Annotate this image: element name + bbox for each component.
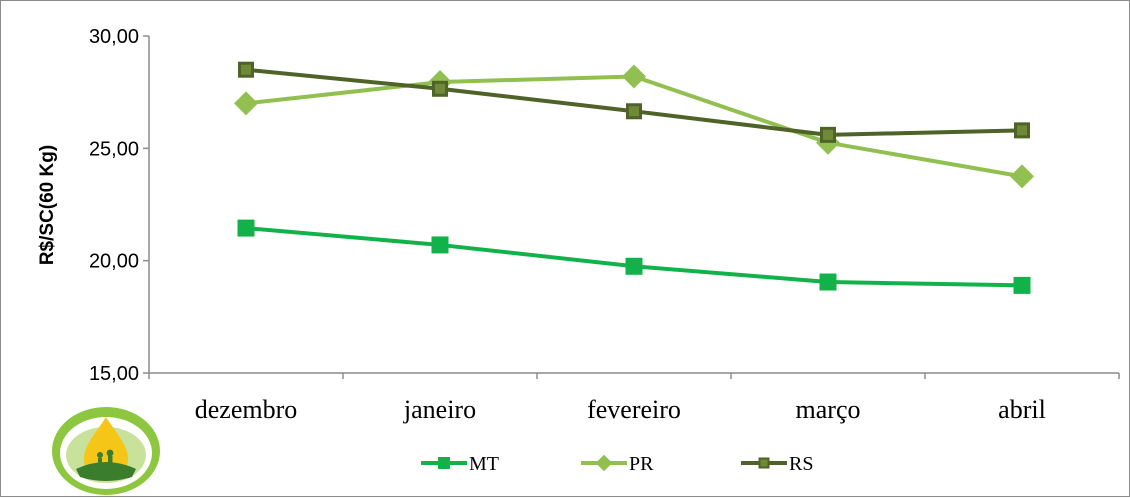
x-tick-label: fevereiro bbox=[587, 395, 681, 424]
data-point-inner bbox=[1017, 125, 1027, 136]
legend-item-pr: PR bbox=[581, 453, 654, 475]
series-mt bbox=[237, 219, 1031, 294]
series-line bbox=[245, 74, 1023, 179]
logo-emblem bbox=[52, 407, 160, 495]
legend-label: RS bbox=[789, 453, 813, 475]
y-tick-label: 25,00 bbox=[89, 138, 139, 160]
y-tick-label: 20,00 bbox=[89, 251, 139, 273]
x-tick-label: março bbox=[796, 395, 861, 424]
y-tick-labels: 15,00 20,00 25,00 30,00 bbox=[89, 26, 149, 385]
data-point-inner bbox=[241, 64, 251, 75]
data-point bbox=[438, 457, 450, 469]
series-line bbox=[245, 226, 1023, 288]
data-point bbox=[622, 64, 646, 89]
data-point bbox=[234, 91, 258, 116]
x-tick-label: janeiro bbox=[403, 395, 476, 424]
x-tick-label: abril bbox=[998, 395, 1046, 424]
data-point bbox=[625, 257, 643, 275]
legend-label: PR bbox=[629, 453, 654, 475]
series-layer bbox=[234, 61, 1034, 294]
series-rs bbox=[238, 61, 1030, 143]
data-point-inner bbox=[823, 129, 833, 140]
data-point bbox=[431, 236, 449, 254]
legend-marker-inner bbox=[760, 459, 768, 467]
data-point bbox=[237, 219, 255, 237]
data-point bbox=[1010, 164, 1034, 189]
x-tick-labels: dezembro janeiro fevereiro março abril bbox=[148, 373, 1120, 424]
data-point-inner bbox=[629, 106, 639, 117]
data-point-inner bbox=[435, 83, 445, 94]
legend-item-rs: RS bbox=[741, 453, 813, 475]
axes bbox=[148, 36, 1119, 374]
data-point bbox=[819, 273, 837, 291]
y-axis-label: R$/SC(60 Kg) bbox=[37, 145, 58, 265]
legend: MT PR RS bbox=[421, 453, 813, 475]
data-point bbox=[595, 454, 613, 472]
legend-label: MT bbox=[469, 453, 499, 475]
data-point bbox=[1013, 276, 1031, 294]
legend-item-mt: MT bbox=[421, 453, 499, 475]
y-tick-label: 30,00 bbox=[89, 26, 139, 48]
x-tick-label: dezembro bbox=[195, 395, 298, 424]
series-pr bbox=[234, 64, 1034, 189]
y-tick-label: 15,00 bbox=[89, 363, 139, 385]
